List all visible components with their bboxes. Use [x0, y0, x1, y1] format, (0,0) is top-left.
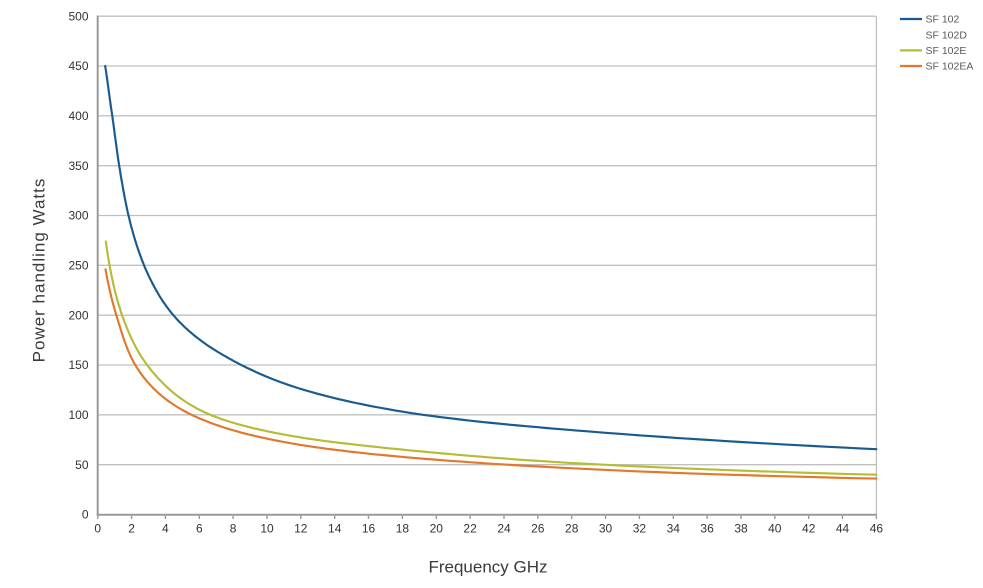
svg-text:32: 32 [633, 522, 647, 536]
svg-text:SF 102E: SF 102E [926, 45, 967, 57]
svg-text:8: 8 [230, 522, 237, 536]
svg-text:SF 102D: SF 102D [926, 29, 968, 41]
svg-text:20: 20 [430, 522, 444, 536]
svg-text:28: 28 [565, 522, 579, 536]
svg-text:30: 30 [599, 522, 613, 536]
svg-text:2: 2 [128, 522, 135, 536]
svg-text:500: 500 [68, 9, 88, 23]
svg-text:10: 10 [260, 522, 274, 536]
svg-text:50: 50 [75, 458, 89, 472]
svg-text:100: 100 [68, 408, 88, 422]
svg-text:300: 300 [68, 209, 88, 223]
svg-text:22: 22 [463, 522, 477, 536]
svg-text:0: 0 [82, 508, 89, 522]
svg-text:14: 14 [328, 522, 342, 536]
svg-text:42: 42 [802, 522, 816, 536]
svg-text:44: 44 [836, 522, 850, 536]
svg-text:SF 102: SF 102 [926, 14, 960, 26]
svg-text:26: 26 [531, 522, 545, 536]
svg-text:0: 0 [94, 522, 101, 536]
svg-text:34: 34 [667, 522, 681, 536]
svg-text:6: 6 [196, 522, 203, 536]
svg-text:36: 36 [700, 522, 714, 536]
svg-text:400: 400 [68, 109, 88, 123]
svg-text:4: 4 [162, 522, 169, 536]
svg-text:18: 18 [396, 522, 410, 536]
svg-text:46: 46 [870, 522, 884, 536]
svg-text:40: 40 [768, 522, 782, 536]
svg-text:250: 250 [68, 259, 88, 273]
svg-text:16: 16 [362, 522, 376, 536]
svg-text:24: 24 [497, 522, 511, 536]
svg-text:200: 200 [68, 308, 88, 322]
svg-text:38: 38 [734, 522, 748, 536]
svg-text:150: 150 [68, 358, 88, 372]
svg-text:Frequency GHz: Frequency GHz [428, 558, 547, 577]
svg-text:450: 450 [68, 59, 88, 73]
svg-text:350: 350 [68, 159, 88, 173]
svg-text:Power handling Watts: Power handling Watts [30, 178, 49, 363]
svg-text:12: 12 [294, 522, 308, 536]
svg-text:SF 102EA: SF 102EA [926, 61, 974, 73]
